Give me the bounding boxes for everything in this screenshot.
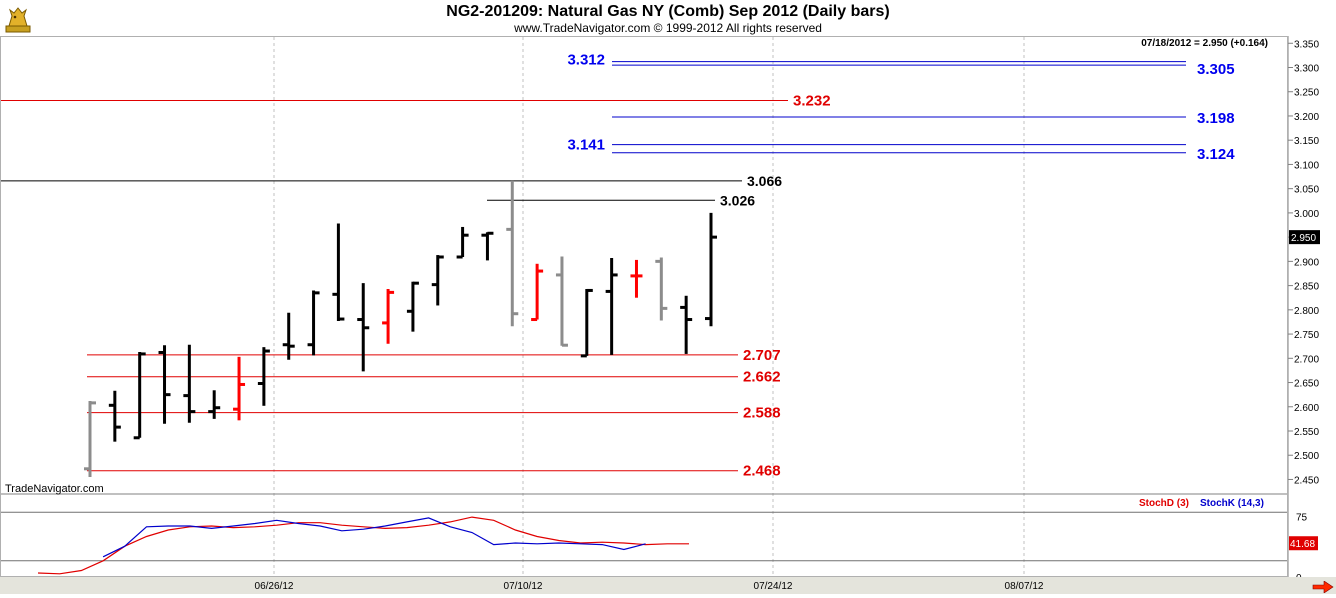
level-label: 3.124 (1197, 146, 1235, 163)
ohlc-bar (655, 257, 668, 321)
y-tick-label: 2.850 (1294, 282, 1319, 293)
ohlc-bar (555, 256, 568, 347)
level-label: 2.707 (743, 347, 781, 364)
y-tick-label: 3.350 (1294, 39, 1319, 50)
level-label: 3.026 (720, 192, 755, 208)
x-tick-label: 07/10/12 (504, 581, 543, 592)
ohlc-bar (531, 263, 544, 322)
ohlc-bar (233, 356, 246, 421)
y-tick-label: 2.800 (1294, 306, 1319, 317)
ohlc-bar (108, 390, 121, 442)
y-tick-label: 2.500 (1294, 451, 1319, 462)
level-label: 3.141 (567, 137, 605, 154)
ohlc-bar (605, 257, 618, 355)
y-tick-label: 2.900 (1294, 257, 1319, 268)
right-arrow-icon[interactable] (1312, 580, 1334, 594)
ohlc-bar (208, 390, 221, 419)
stoch-series-line (37, 516, 689, 575)
chart-frame (0, 36, 1288, 577)
y-tick-label: 3.100 (1294, 160, 1319, 171)
level-label: 2.468 (743, 463, 781, 480)
y-tick-label: 2.550 (1294, 427, 1319, 438)
stoch-k-legend: StochK (14,3) (1200, 498, 1264, 509)
x-tick-label: 08/07/12 (1005, 581, 1044, 592)
x-tick-label: 07/24/12 (754, 581, 793, 592)
last-price-box (1289, 230, 1320, 245)
level-label: 2.662 (743, 369, 781, 386)
ohlc-bar (630, 259, 643, 298)
level-label: 3.305 (1197, 61, 1235, 78)
ohlc-bar (382, 288, 395, 344)
y-tick-label: 2.750 (1294, 330, 1319, 341)
level-label: 3.312 (567, 52, 605, 69)
y-tick-label: 3.150 (1294, 136, 1319, 147)
y-tick-label: 3.200 (1294, 112, 1319, 123)
ohlc-bar (580, 288, 593, 358)
ohlc-bar (183, 344, 196, 423)
ohlc-bar (705, 212, 717, 327)
ohlc-bar (456, 226, 469, 259)
copyright-text: www.TradeNavigator.com © 1999-2012 All r… (514, 21, 822, 35)
date-axis: 06/26/12 07/10/12 07/24/12 08/07/12 (255, 581, 1044, 592)
y-tick-label: 3.050 (1294, 185, 1319, 196)
ohlc-bar (406, 281, 419, 332)
last-quote-text: 07/18/2012 = 2.950 (+0.164) (1141, 38, 1268, 49)
stoch-value-box (1289, 536, 1318, 551)
stoch-value-label: 41.68 (1290, 539, 1315, 550)
ohlc-bar (357, 283, 370, 372)
ohlc-bar (257, 347, 270, 406)
ohlc-bar (481, 231, 494, 261)
stoch-tick-label: 75 (1296, 512, 1308, 523)
y-tick-label: 3.250 (1294, 88, 1319, 99)
date-axis-strip (0, 577, 1336, 594)
ohlc-bar (307, 290, 320, 356)
level-label: 3.232 (793, 92, 831, 109)
chart-header: NG2-201209: Natural Gas NY (Comb) Sep 20… (0, 0, 1336, 36)
ohlc-bar (431, 255, 444, 306)
y-tick-label: 2.700 (1294, 354, 1319, 365)
ohlc-bar (506, 180, 519, 327)
level-label: 2.588 (743, 405, 781, 422)
y-tick-label: 3.000 (1294, 209, 1319, 220)
x-tick-label: 06/26/12 (255, 581, 294, 592)
stoch-d-legend: StochD (3) (1139, 498, 1189, 509)
watermark-text: TradeNavigator.com (5, 483, 104, 495)
bull-logo-icon (4, 2, 32, 34)
ohlc-bar (133, 351, 146, 440)
y-tick-label: 3.300 (1294, 64, 1319, 75)
y-tick-label: 2.600 (1294, 403, 1319, 414)
ohlc-bar (332, 223, 345, 321)
ohlc-bar (282, 312, 295, 360)
stoch-series-line (102, 517, 646, 558)
ohlc-bar (680, 295, 693, 354)
ohlc-bar (84, 400, 96, 478)
ohlc-bar (158, 345, 171, 424)
last-price-label: 2.950 (1291, 233, 1316, 244)
level-label: 3.198 (1197, 110, 1235, 127)
chart-title: NG2-201209: Natural Gas NY (Comb) Sep 20… (446, 3, 890, 20)
level-label: 3.066 (747, 173, 782, 189)
y-tick-label: 2.450 (1294, 475, 1319, 486)
y-tick-label: 2.650 (1294, 379, 1319, 390)
